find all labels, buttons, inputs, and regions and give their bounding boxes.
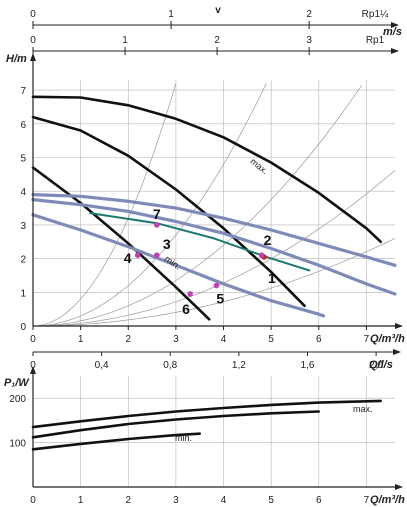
ls-tick-label: 0,4	[95, 360, 109, 371]
series-setpoint	[89, 212, 311, 272]
ls-tick-label: 1,2	[232, 360, 246, 371]
head-axes: 0 1 2 3 4 5 6 7 0 1 2 3 4 5 6 7 H/m Q/m³/h	[6, 53, 405, 345]
x-tick-label: 0	[30, 334, 36, 345]
head-grid	[32, 80, 396, 327]
power-x-tick-label: 3	[173, 495, 179, 506]
operating-point-2	[258, 252, 265, 259]
operating-point-5	[213, 282, 220, 289]
pipe-size-label: Rp1	[366, 35, 385, 46]
power-x-axis-label: Q/m³/h	[370, 494, 405, 506]
curve-label-min: min.	[163, 254, 183, 272]
x-tick-label: 7	[364, 334, 370, 345]
scale-arrow	[391, 22, 399, 28]
scale-tick-label: 2	[306, 9, 312, 20]
operating-points: 1 2 3 4 5 6 7	[124, 206, 276, 317]
operating-point-6	[187, 291, 193, 297]
series-const-max	[31, 95, 383, 244]
y-tick-label: 4	[20, 187, 26, 198]
x-axis-arrow	[395, 323, 403, 329]
operating-point-7	[154, 222, 160, 228]
x-tick-label: 4	[221, 334, 227, 345]
system-curve	[32, 83, 177, 327]
operating-point-4	[134, 252, 141, 259]
ls-tick-label: 2,0	[369, 360, 383, 371]
scale-tick-label: 2	[214, 35, 220, 46]
system-curve	[32, 83, 267, 327]
operating-point-label: 2	[264, 232, 272, 248]
x-tick-label: 2	[125, 334, 131, 345]
x-tick-label: 6	[316, 334, 322, 345]
power-x-tick-label: 4	[221, 495, 227, 506]
power-curve-label-min: min.	[175, 433, 192, 443]
operating-point-label: 6	[182, 301, 190, 317]
power-y-axis-arrow	[30, 366, 36, 374]
power-x-tick-label: 6	[316, 495, 322, 506]
y-tick-label: 2	[20, 255, 26, 266]
series-var-max	[31, 193, 397, 267]
ls-axis-label: Q/l/s	[369, 359, 393, 371]
scale-tick-label: 0	[30, 9, 36, 20]
y-tick-label: 3	[20, 221, 26, 232]
scale-tick-label: 3	[306, 35, 312, 46]
power-x-axis-arrow	[395, 484, 403, 490]
ls-tick-label: 0	[30, 360, 36, 371]
system-curve	[32, 85, 362, 327]
operating-point-label: 4	[124, 250, 132, 266]
scale-tick-label: 1	[168, 9, 174, 20]
series-const-min	[31, 166, 211, 321]
velocity-label: v	[215, 5, 221, 16]
ls-axis-arrow	[393, 349, 401, 355]
x-tick-label: 5	[268, 334, 274, 345]
power-x-tick-label: 7	[364, 495, 370, 506]
power-x-tick-label: 2	[125, 495, 131, 506]
y-tick-label: 0	[20, 322, 26, 333]
power-x-tick-label: 0	[30, 495, 36, 506]
series-power-2	[31, 410, 321, 439]
y-tick-label: 6	[20, 120, 26, 131]
power-x-tick-label: 1	[78, 495, 84, 506]
y-tick-label: 7	[20, 86, 26, 97]
series-const-2	[31, 115, 306, 308]
y-axis-label: H/m	[6, 53, 27, 65]
system-curve	[33, 170, 396, 327]
y-tick-label: 5	[20, 154, 26, 165]
power-y-tick-label: 200	[9, 394, 26, 405]
power-chart: 100 200 0 1 2 3 4 5 6 7 P₁/W Q/m³/h max. min.	[4, 366, 405, 506]
scale-arrow	[391, 48, 399, 54]
power-y-tick-label: 100	[9, 439, 26, 450]
power-x-tick-label: 5	[268, 495, 274, 506]
series-var-min	[31, 213, 326, 318]
power-curve-label-max: max.	[353, 404, 373, 414]
scale-tick-label: 1	[122, 35, 128, 46]
operating-point-label: 5	[216, 291, 224, 307]
pipe-size-label: Rp1¼	[362, 8, 389, 20]
y-axis-arrow	[30, 53, 36, 61]
power-y-axis-label: P₁/W	[4, 377, 30, 389]
operating-point-label: 7	[153, 206, 161, 222]
x-tick-label: 3	[173, 334, 179, 345]
series-power-max	[31, 399, 383, 429]
flow-ls-axis: 0 0,4 0,8 1,2 1,6 2,0Q/l/s	[30, 349, 401, 371]
x-axis-label: Q/m³/h	[370, 333, 405, 345]
y-tick-label: 1	[20, 288, 26, 299]
system-curve	[33, 238, 396, 327]
scale-tick-label: 0	[30, 35, 36, 46]
series-var-mid	[31, 198, 397, 296]
ls-tick-label: 0,8	[163, 360, 177, 371]
x-tick-label: 1	[78, 334, 84, 345]
velocity-unit: m/s	[383, 26, 402, 38]
series-power-min	[31, 432, 201, 451]
ls-tick-label: 1,6	[301, 360, 315, 371]
operating-point-3	[154, 252, 160, 259]
operating-point-label: 1	[268, 270, 276, 286]
operating-point-label: 3	[163, 236, 171, 252]
